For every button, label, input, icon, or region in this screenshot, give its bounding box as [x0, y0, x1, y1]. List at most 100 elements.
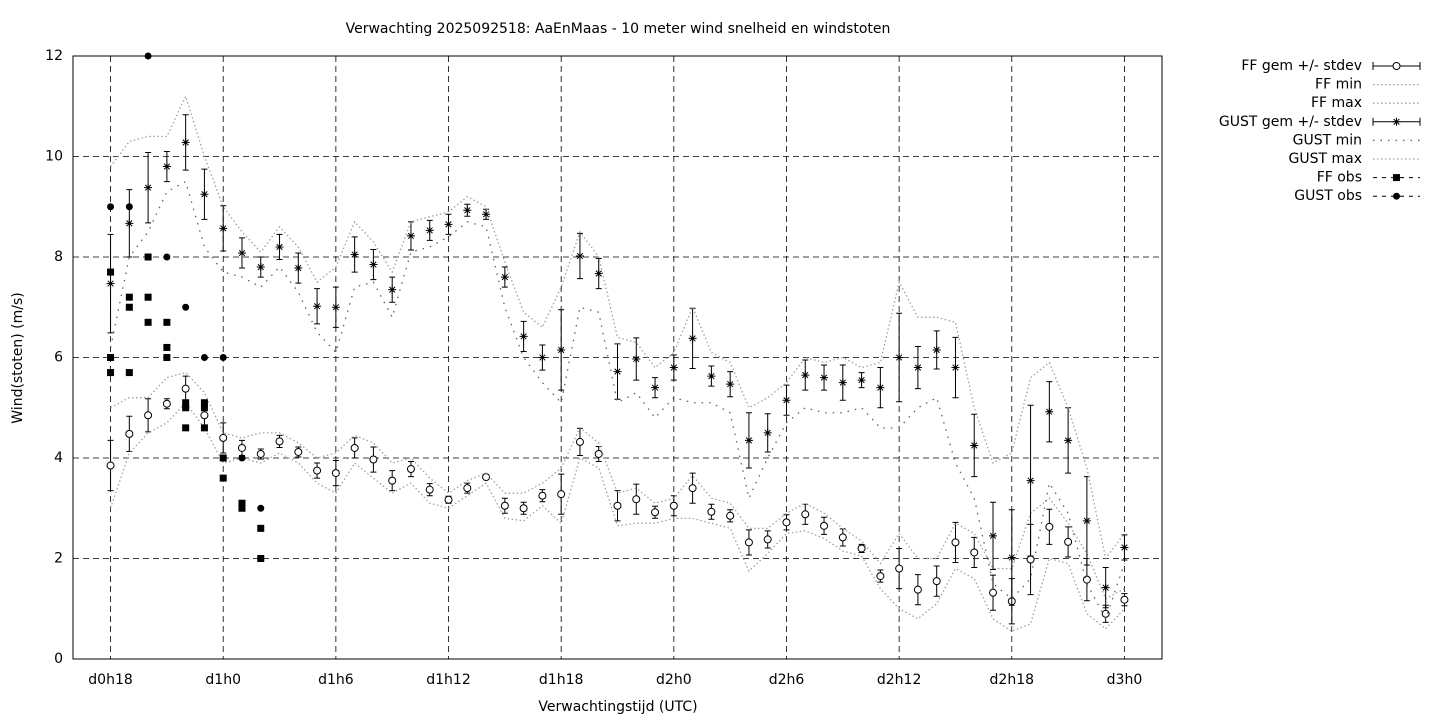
- data-point: [238, 504, 246, 512]
- data-point: [125, 369, 133, 377]
- y-tick-label: 12: [45, 48, 63, 64]
- data-point: [688, 484, 697, 493]
- x-tick-label: d2h6: [769, 672, 805, 688]
- data-point: [200, 399, 208, 407]
- data-point: [876, 383, 885, 392]
- x-tick-label: d3h0: [1107, 672, 1143, 688]
- x-tick-label: d1h0: [205, 672, 241, 688]
- data-point: [726, 380, 735, 389]
- y-tick-label: 8: [54, 249, 63, 265]
- data-point: [989, 531, 998, 540]
- plot-frame: [72, 55, 1163, 660]
- data-point: [125, 429, 134, 438]
- data-point: [500, 501, 509, 510]
- data-point: [257, 555, 265, 562]
- data-point: [857, 376, 866, 385]
- data-point: [1082, 575, 1091, 584]
- data-point: [125, 293, 133, 301]
- data-point: [1045, 407, 1054, 416]
- series-line: [110, 94, 1125, 561]
- data-point: [125, 203, 133, 211]
- data-point: [1101, 609, 1110, 618]
- data-point: [144, 411, 153, 420]
- data-point: [257, 504, 265, 512]
- data-point: [107, 203, 115, 211]
- data-point: [1064, 436, 1073, 445]
- data-point: [125, 219, 134, 228]
- data-point: [838, 378, 847, 387]
- data-point: [970, 548, 979, 557]
- data-point: [707, 507, 716, 516]
- data-point: [219, 474, 227, 482]
- data-point: [313, 466, 322, 475]
- data-point: [1082, 516, 1091, 525]
- data-point: [782, 396, 791, 405]
- data-point: [707, 372, 716, 381]
- x-tick-label: d2h0: [656, 672, 692, 688]
- data-point: [820, 373, 829, 382]
- data-point: [763, 428, 772, 437]
- legend-label: GUST min: [1293, 132, 1362, 148]
- data-point: [163, 253, 171, 261]
- data-point: [182, 303, 190, 311]
- data-point: [294, 447, 303, 456]
- legend-label: FF gem +/- stdev: [1241, 58, 1362, 74]
- data-point: [1045, 522, 1054, 531]
- data-point: [538, 353, 547, 362]
- data-point: [256, 263, 265, 272]
- data-point: [256, 449, 265, 458]
- data-point: [876, 572, 885, 581]
- data-point: [200, 424, 208, 432]
- data-point: [144, 253, 152, 261]
- data-point: [163, 343, 171, 351]
- data-point: [257, 524, 265, 532]
- data-point: [895, 353, 904, 362]
- x-tick-label: d1h18: [539, 672, 583, 688]
- y-tick-label: 0: [54, 651, 63, 667]
- data-point: [144, 293, 152, 301]
- data-point: [782, 518, 791, 527]
- data-point: [895, 564, 904, 573]
- data-point: [651, 508, 660, 517]
- data-point: [331, 303, 340, 312]
- data-point: [182, 424, 190, 432]
- data-point: [482, 210, 491, 219]
- data-point: [651, 383, 660, 392]
- data-point: [162, 399, 171, 408]
- data-point: [238, 499, 246, 507]
- y-axis-label: Wind(stoten) (m/s): [10, 292, 26, 423]
- data-point: [144, 183, 153, 192]
- y-tick-label: 6: [54, 350, 63, 366]
- data-point: [744, 538, 753, 547]
- data-point: [951, 363, 960, 372]
- data-point: [575, 437, 584, 446]
- data-point: [951, 538, 960, 547]
- legend-label: FF max: [1311, 95, 1362, 111]
- data-point: [144, 318, 152, 326]
- data-point: [219, 454, 227, 462]
- data-point: [557, 490, 566, 499]
- data-point: [801, 371, 810, 380]
- data-point: [669, 501, 678, 510]
- data-point: [632, 355, 641, 364]
- y-tick-label: 10: [45, 149, 63, 165]
- data-point: [125, 303, 133, 311]
- x-axis-label: Verwachtingstijd (UTC): [538, 699, 697, 715]
- data-point: [1007, 553, 1016, 562]
- legend-symbol: [1393, 174, 1400, 182]
- data-point: [594, 449, 603, 458]
- data-point: [444, 220, 453, 229]
- data-point: [688, 334, 697, 343]
- data-point: [200, 354, 208, 361]
- data-point: [1120, 543, 1129, 552]
- data-point: [613, 367, 622, 376]
- data-point: [989, 588, 998, 597]
- x-tick-label: d1h12: [426, 672, 470, 688]
- data-point: [237, 248, 246, 257]
- data-point: [425, 485, 434, 494]
- x-tick-label: d2h18: [990, 672, 1034, 688]
- data-point: [857, 544, 866, 553]
- data-point: [369, 260, 378, 269]
- data-point: [350, 250, 359, 259]
